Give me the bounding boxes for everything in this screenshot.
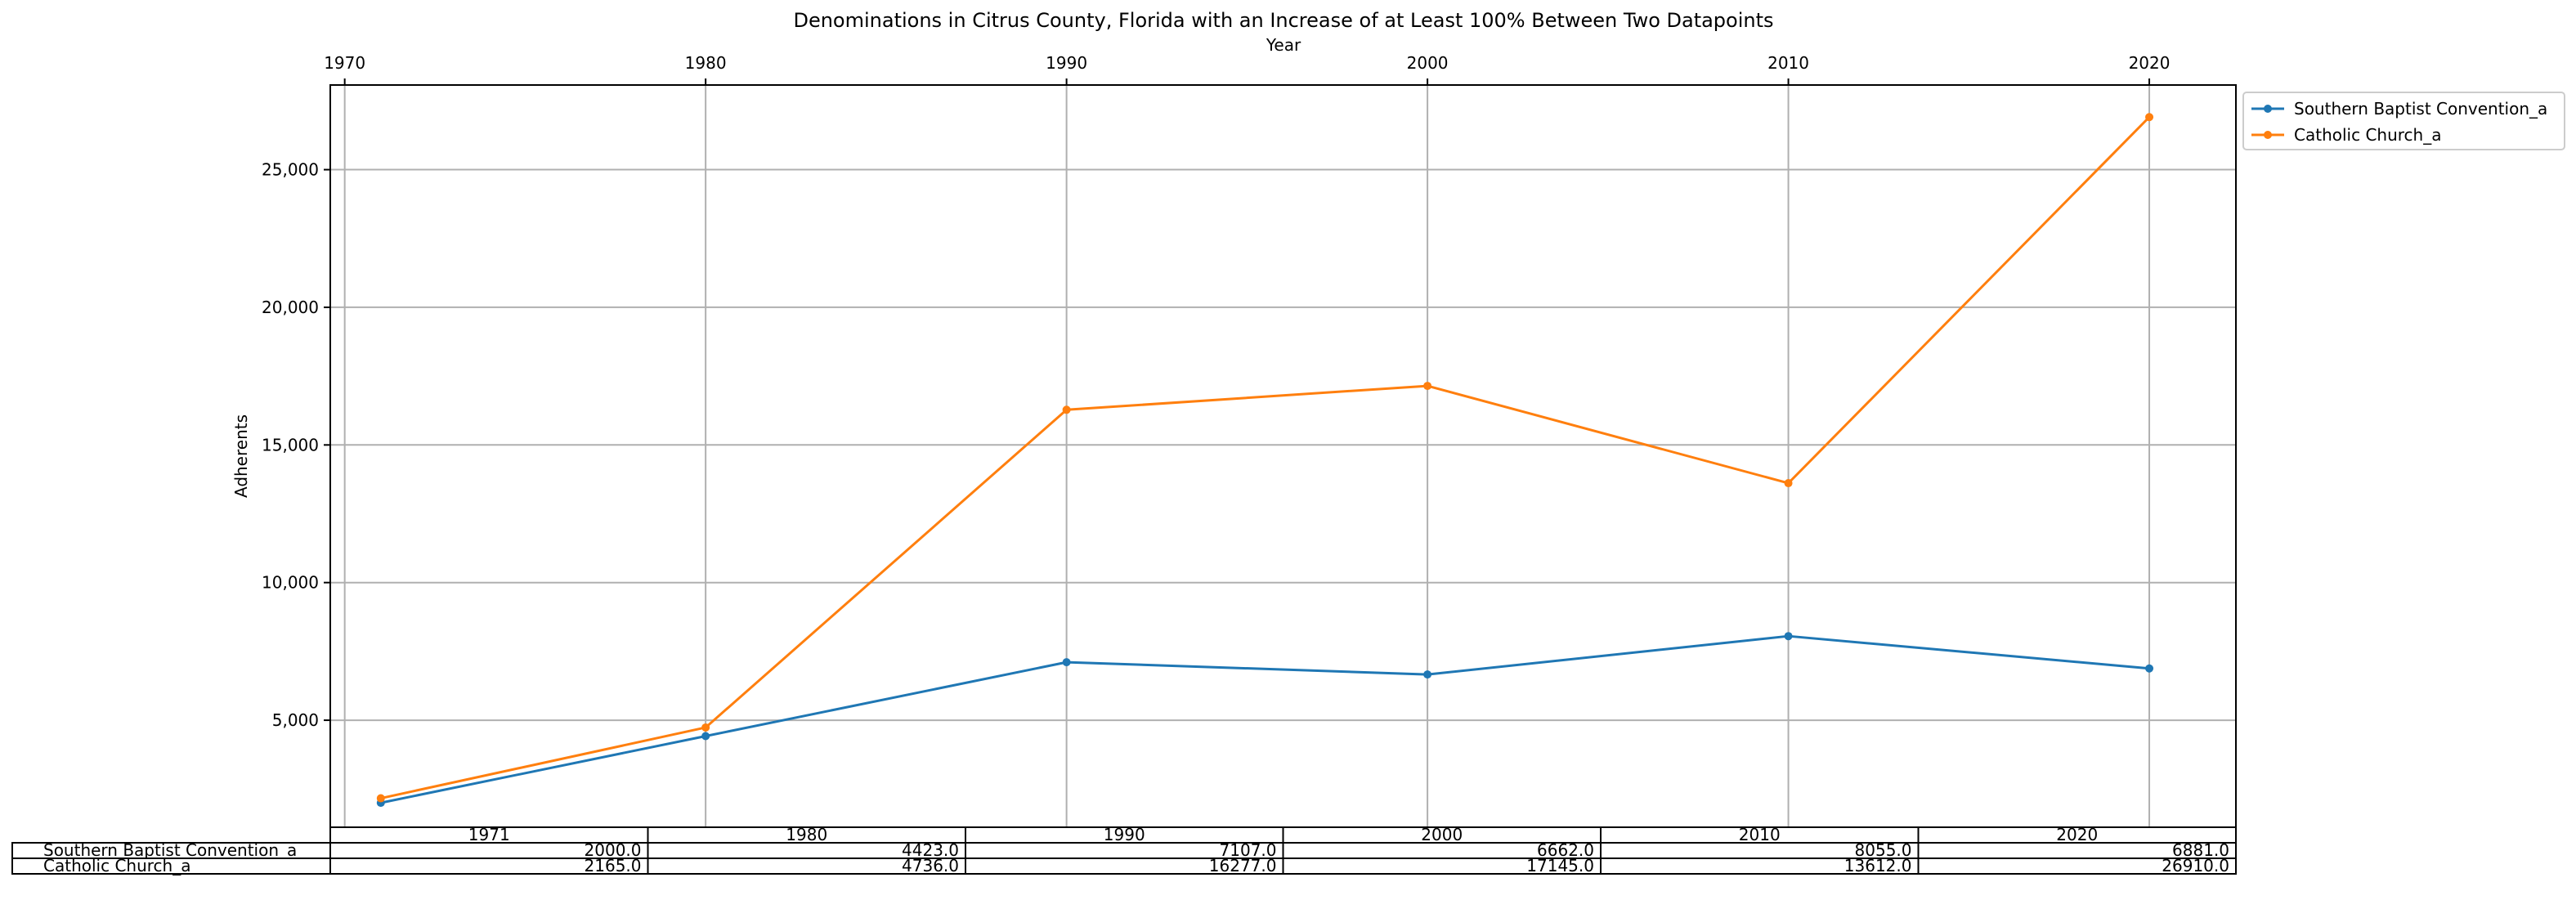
table-cell-value-0-1: 4423.0 (902, 840, 959, 860)
table-cell-value-0-5: 6881.0 (2172, 840, 2229, 860)
series-1 (376, 113, 2154, 803)
x-tick-label-1970: 1970 (324, 53, 365, 73)
table-cell-value-0-3: 6662.0 (1537, 840, 1594, 860)
table-cell-value-1-1: 4736.0 (902, 856, 959, 875)
y-tick-label-5000: 5,000 (272, 710, 319, 730)
data-point-0-2020 (2145, 664, 2154, 673)
series (376, 113, 2154, 808)
data-point-1-1971 (376, 794, 385, 803)
data-point-1-2010 (1784, 479, 1793, 488)
table-cell-value-0-2: 7107.0 (1220, 840, 1277, 860)
x-tick-label-2020: 2020 (2129, 53, 2171, 73)
table-cell-value-1-2: 16277.0 (1209, 856, 1277, 875)
x-axis-title: Year (1266, 35, 1301, 55)
table-header-label-1971: 1971 (468, 825, 510, 844)
y-tick-label-25000: 25,000 (262, 160, 319, 180)
table-row-label-1: Catholic Church_a (43, 856, 190, 875)
x-tick-label-1980: 1980 (685, 53, 727, 73)
table-header-label-2010: 2010 (1739, 825, 1781, 844)
table-header-label-2000: 2000 (1421, 825, 1463, 844)
y-tick-label-10000: 10,000 (262, 573, 319, 593)
table-row-label-0: Southern Baptist Convention_a (43, 840, 297, 860)
table-cell-1-5 (1917, 857, 2237, 875)
plot-frame (329, 84, 2237, 828)
y-ticks: 5,000 10,000 15,000 20,000 25,000 (262, 160, 330, 730)
table-cell-value-0-4: 8055.0 (1855, 840, 1912, 860)
data-point-1-1980 (701, 723, 710, 732)
series-line-1 (380, 116, 2151, 800)
legend-label-1: Catholic Church_a (2294, 125, 2441, 145)
table-cell-value-1-5: 26910.0 (2162, 856, 2229, 875)
legend-box (2242, 92, 2565, 150)
grid (330, 85, 2236, 827)
legend-label-0: Southern Baptist Convention_a (2294, 99, 2547, 119)
legend-swatch-marker-0 (2264, 105, 2272, 113)
x-tick-label-1990: 1990 (1046, 53, 1087, 73)
table-header-label-1990: 1990 (1104, 825, 1145, 844)
legend: Southern Baptist Convention_a Catholic Ch… (2242, 92, 2565, 150)
series-0 (376, 632, 2154, 808)
x-tick-label-2010: 2010 (1767, 53, 1809, 73)
x-tick-label-2000: 2000 (1407, 53, 1449, 73)
data-table: 1971 1980 1990 2000 2010 2020 Southern Baptist… (11, 825, 2237, 875)
data-point-0-1980 (701, 732, 710, 741)
data-point-1-2000 (1423, 382, 1432, 391)
data-point-1-1990 (1062, 405, 1071, 414)
data-point-1-2020 (2145, 113, 2154, 122)
series-line-0 (380, 634, 2150, 804)
table-cell-value-1-0: 2165.0 (585, 856, 642, 875)
table-cell-value-0-0: 2000.0 (585, 840, 642, 860)
legend-swatch-marker-1 (2264, 131, 2272, 139)
y-tick-label-15000: 15,000 (262, 435, 319, 454)
chart-title: Denominations in Citrus County, Florida … (793, 9, 1773, 32)
data-point-0-2000 (1423, 670, 1432, 679)
data-point-0-1990 (1062, 658, 1071, 667)
table-cell-value-1-4: 13612.0 (1844, 856, 1912, 875)
y-axis-title: Adherents (231, 414, 251, 498)
y-tick-label-20000: 20,000 (262, 298, 319, 317)
table-header-label-2020: 2020 (2056, 825, 2098, 844)
table-cell-value-1-3: 17145.0 (1526, 856, 1594, 875)
x-ticks: 1970 1980 1990 2000 2010 2020 (324, 53, 2170, 85)
data-point-0-2010 (1784, 632, 1793, 641)
table-header-label-1980: 1980 (786, 825, 827, 844)
